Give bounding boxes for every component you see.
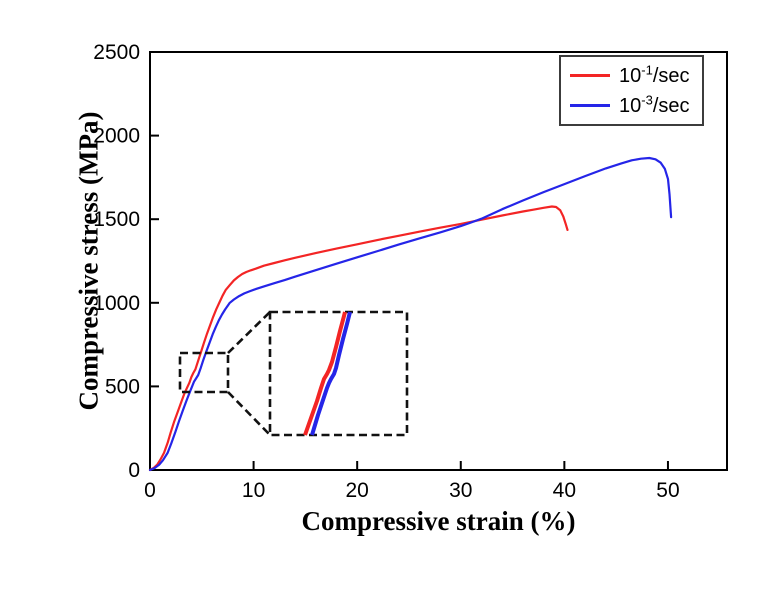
legend: 10-1/sec 10-3/sec [559,55,704,126]
y-axis-title: Compressive stress (MPa) [73,111,104,411]
x-tick-label: 30 [449,479,472,502]
y-tick-label: 500 [105,375,140,398]
legend-item-fast-rate: 10-1/sec [570,63,694,88]
inset-connector-line [227,311,271,354]
legend-label-slow-rate: 10-3/sec [619,91,690,117]
y-tick-label: 0 [128,459,140,482]
plot-border [149,51,728,471]
legend-label-fast-rate: 10-1/sec [619,61,690,87]
x-tick-label: 20 [346,479,369,502]
y-tick-label: 1000 [93,292,140,315]
y-tick-label: 1500 [93,208,140,231]
legend-item-slow-rate: 10-3/sec [570,93,694,118]
x-tick-label: 40 [553,479,576,502]
x-tick-label: 10 [242,479,265,502]
series-curve-0 [148,205,569,472]
inset-curve-1 [310,311,352,436]
x-axis-title: Compressive strain (%) [301,506,576,536]
inset-connector-line [227,391,271,436]
series-curve-1 [148,156,673,472]
inset-zoom-box [268,310,409,437]
x-tick-label: 50 [656,479,679,502]
x-tick-label: 0 [144,479,156,502]
legend-line-swatch-red [570,74,610,77]
legend-line-swatch-blue [570,104,610,107]
y-tick-label: 2500 [93,41,140,64]
y-tick-label: 2000 [93,125,140,148]
inset-curve-0 [303,311,347,436]
inset-source-box [178,351,230,394]
